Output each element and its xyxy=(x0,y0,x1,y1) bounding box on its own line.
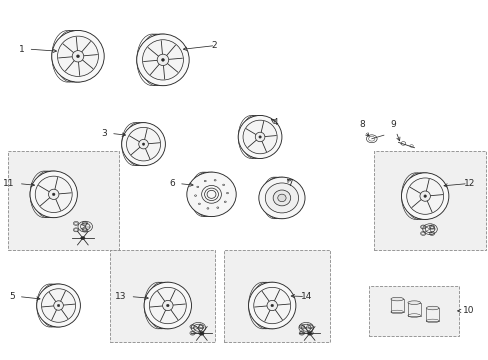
Ellipse shape xyxy=(122,123,165,166)
Ellipse shape xyxy=(35,176,72,212)
Ellipse shape xyxy=(37,284,80,327)
Ellipse shape xyxy=(243,120,277,154)
Text: 3: 3 xyxy=(101,129,107,138)
Text: 6: 6 xyxy=(169,179,175,188)
Ellipse shape xyxy=(307,332,311,335)
Ellipse shape xyxy=(77,55,79,58)
Ellipse shape xyxy=(401,173,448,220)
Bar xyxy=(390,299,403,312)
Ellipse shape xyxy=(144,282,191,329)
Ellipse shape xyxy=(199,332,203,335)
Ellipse shape xyxy=(52,31,104,82)
Ellipse shape xyxy=(157,54,168,66)
Bar xyxy=(109,249,215,342)
Bar xyxy=(373,151,485,250)
Bar xyxy=(7,151,119,250)
Ellipse shape xyxy=(137,34,189,86)
Ellipse shape xyxy=(163,300,173,311)
Ellipse shape xyxy=(81,237,85,240)
Ellipse shape xyxy=(270,304,273,307)
Ellipse shape xyxy=(426,306,438,310)
Text: 9: 9 xyxy=(390,120,396,129)
Ellipse shape xyxy=(390,297,403,301)
Ellipse shape xyxy=(57,304,60,307)
Bar xyxy=(368,286,458,336)
Ellipse shape xyxy=(58,36,98,76)
Text: 14: 14 xyxy=(301,292,312,301)
Ellipse shape xyxy=(186,172,236,217)
Ellipse shape xyxy=(419,191,429,201)
Text: 13: 13 xyxy=(115,292,126,301)
Text: 10: 10 xyxy=(462,306,473,315)
Text: 7: 7 xyxy=(286,179,292,188)
Ellipse shape xyxy=(248,282,295,329)
Ellipse shape xyxy=(253,287,290,324)
Ellipse shape xyxy=(126,127,160,161)
Ellipse shape xyxy=(149,287,186,324)
Ellipse shape xyxy=(255,132,264,142)
Ellipse shape xyxy=(277,194,285,202)
Ellipse shape xyxy=(166,304,169,307)
Ellipse shape xyxy=(142,40,183,80)
Ellipse shape xyxy=(258,177,305,219)
Ellipse shape xyxy=(41,289,76,322)
Ellipse shape xyxy=(30,171,77,218)
Text: 4: 4 xyxy=(272,118,277,127)
Text: 12: 12 xyxy=(463,179,474,188)
Ellipse shape xyxy=(423,195,426,197)
Text: 5: 5 xyxy=(9,292,15,301)
Ellipse shape xyxy=(266,300,277,311)
Ellipse shape xyxy=(161,58,164,61)
Text: 1: 1 xyxy=(19,45,24,54)
Bar xyxy=(426,308,438,321)
Ellipse shape xyxy=(72,51,83,62)
Ellipse shape xyxy=(406,178,443,214)
Text: 8: 8 xyxy=(359,120,364,129)
Ellipse shape xyxy=(265,183,298,213)
Text: 11: 11 xyxy=(3,179,15,188)
Ellipse shape xyxy=(48,189,59,199)
Ellipse shape xyxy=(142,143,144,145)
Bar xyxy=(407,303,420,316)
Ellipse shape xyxy=(238,116,282,158)
Ellipse shape xyxy=(52,193,55,195)
Ellipse shape xyxy=(54,301,63,310)
Ellipse shape xyxy=(139,139,148,149)
Ellipse shape xyxy=(258,136,261,138)
Ellipse shape xyxy=(273,190,290,206)
Text: 2: 2 xyxy=(211,41,217,50)
Ellipse shape xyxy=(407,301,420,305)
Bar xyxy=(223,249,329,342)
